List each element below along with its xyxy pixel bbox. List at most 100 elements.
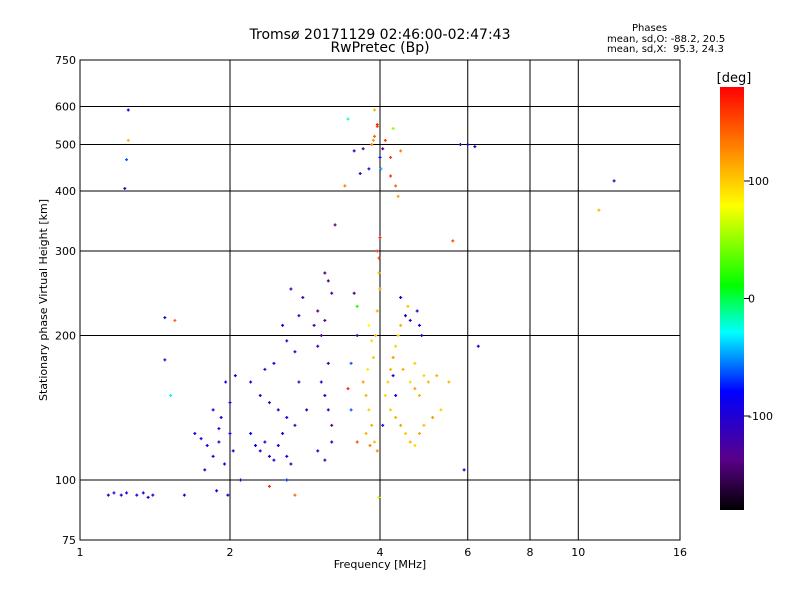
y-tick-label: 100 bbox=[55, 474, 76, 487]
stats-x-mode: mean, sd,X: 95.3, 24.3 bbox=[607, 44, 724, 55]
data-point bbox=[211, 454, 215, 458]
data-point bbox=[215, 489, 219, 493]
data-point bbox=[126, 138, 130, 142]
data-point bbox=[326, 408, 330, 412]
data-point bbox=[319, 380, 323, 384]
x-axis-label: Frequency [MHz] bbox=[334, 558, 426, 571]
colorbar bbox=[720, 87, 744, 510]
data-point bbox=[267, 454, 271, 458]
y-tick-label: 500 bbox=[55, 139, 76, 152]
data-points bbox=[106, 108, 616, 499]
data-point bbox=[323, 458, 327, 462]
data-point bbox=[408, 318, 412, 322]
data-point bbox=[368, 444, 372, 448]
data-point bbox=[281, 323, 285, 327]
data-point bbox=[355, 334, 359, 338]
data-point bbox=[394, 344, 398, 348]
data-point bbox=[258, 449, 262, 453]
data-point bbox=[272, 361, 276, 365]
x-tick-label: 16 bbox=[673, 546, 687, 559]
data-point bbox=[612, 179, 616, 183]
y-tick-label: 300 bbox=[55, 245, 76, 258]
data-point bbox=[394, 415, 398, 419]
data-point bbox=[112, 491, 116, 495]
data-point bbox=[377, 495, 381, 499]
data-point bbox=[249, 432, 253, 436]
data-point bbox=[126, 108, 130, 112]
x-tick-label: 2 bbox=[227, 546, 234, 559]
data-point bbox=[211, 408, 215, 412]
data-point bbox=[285, 415, 289, 419]
data-point bbox=[366, 367, 370, 371]
data-point bbox=[422, 374, 426, 378]
data-point bbox=[305, 408, 309, 412]
data-point bbox=[373, 134, 377, 138]
data-point bbox=[301, 296, 305, 300]
data-point bbox=[173, 318, 177, 322]
grid-lines bbox=[80, 60, 680, 540]
y-tick-label: 600 bbox=[55, 101, 76, 114]
data-point bbox=[323, 318, 327, 322]
data-point bbox=[364, 394, 368, 398]
data-point bbox=[285, 454, 289, 458]
data-point bbox=[276, 444, 280, 448]
data-point bbox=[394, 184, 398, 188]
data-point bbox=[408, 440, 412, 444]
data-point bbox=[258, 394, 262, 398]
x-tick-label: 10 bbox=[571, 546, 585, 559]
data-point bbox=[267, 484, 271, 488]
y-tick-label: 400 bbox=[55, 185, 76, 198]
data-point bbox=[399, 323, 403, 327]
x-axis-ticks: 1 2 4 6 8 10 16 bbox=[77, 546, 688, 559]
data-point bbox=[370, 339, 374, 343]
data-point bbox=[379, 167, 383, 171]
data-point bbox=[205, 444, 209, 448]
y-axis-label: Stationary phase Virtual Height [km] bbox=[37, 199, 50, 401]
data-point bbox=[422, 423, 426, 427]
data-point bbox=[399, 423, 403, 427]
data-point bbox=[352, 149, 356, 153]
data-point bbox=[226, 493, 230, 497]
chart-title-line1: Tromsø 20171129 02:46:00-02:47:43 bbox=[249, 27, 511, 43]
data-point bbox=[352, 291, 356, 295]
data-point bbox=[182, 493, 186, 497]
data-point bbox=[396, 334, 400, 338]
data-point bbox=[462, 468, 466, 472]
data-point bbox=[389, 155, 393, 159]
data-point bbox=[447, 380, 451, 384]
data-point bbox=[276, 408, 280, 412]
data-point bbox=[383, 394, 387, 398]
data-point bbox=[312, 323, 316, 327]
data-point bbox=[413, 444, 417, 448]
data-point bbox=[333, 223, 337, 227]
data-point bbox=[239, 478, 243, 482]
y-tick-label: 75 bbox=[62, 534, 76, 547]
data-point bbox=[375, 123, 379, 127]
data-point bbox=[169, 394, 173, 398]
data-point bbox=[413, 361, 417, 365]
data-point bbox=[597, 208, 601, 212]
data-point bbox=[253, 444, 257, 448]
data-point bbox=[223, 462, 227, 466]
data-point bbox=[231, 449, 235, 453]
data-point bbox=[413, 387, 417, 391]
y-axis-ticks: 75 100 200 300 400 500 600 750 bbox=[55, 54, 76, 547]
data-point bbox=[293, 350, 297, 354]
data-point bbox=[135, 493, 139, 497]
data-point bbox=[377, 256, 381, 260]
stats-o-mode: mean, sd,O: -88.2, 20.5 bbox=[607, 34, 726, 45]
data-point bbox=[125, 158, 129, 162]
data-point bbox=[267, 401, 271, 405]
colorbar-tick-label: 0 bbox=[748, 293, 755, 306]
data-point bbox=[403, 432, 407, 436]
data-point bbox=[224, 380, 228, 384]
data-point bbox=[367, 408, 371, 412]
data-point bbox=[326, 279, 330, 283]
data-point bbox=[289, 287, 293, 291]
plot-frame bbox=[79, 59, 681, 541]
data-point bbox=[146, 495, 150, 499]
data-point bbox=[163, 358, 167, 362]
data-point bbox=[401, 367, 405, 371]
data-point bbox=[374, 334, 378, 338]
data-point bbox=[316, 309, 320, 313]
